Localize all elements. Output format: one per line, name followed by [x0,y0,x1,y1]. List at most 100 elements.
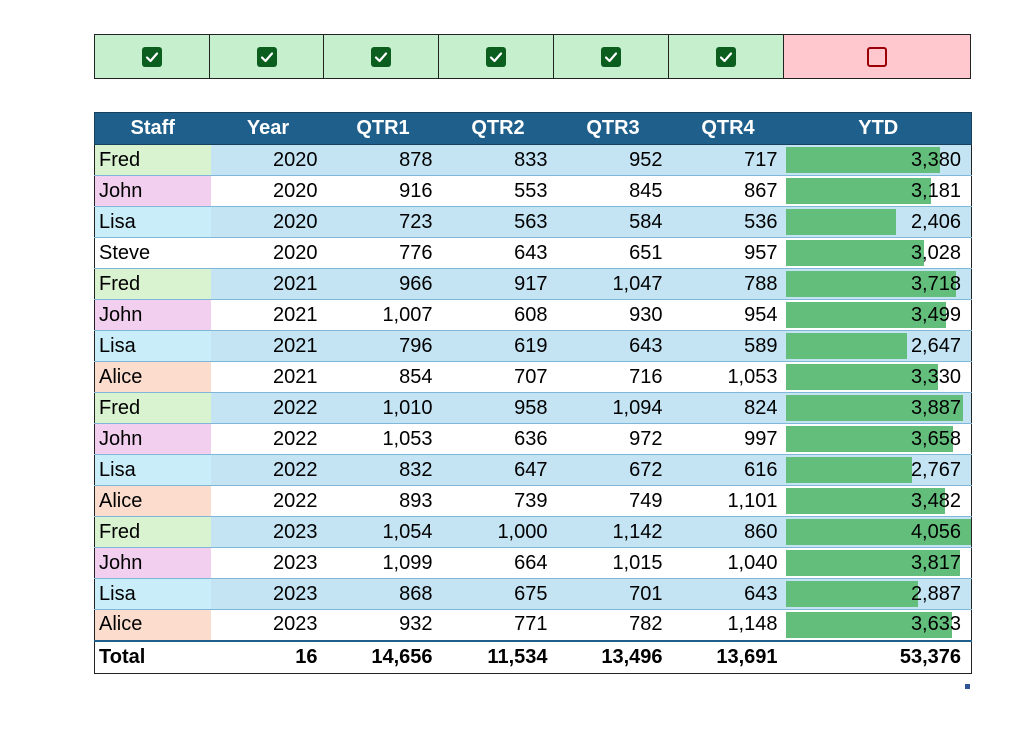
year-cell[interactable]: 2020 [210,237,326,269]
qtr4-cell[interactable]: 1,040 [670,547,786,579]
qtr2-cell[interactable]: 917 [440,268,556,300]
qtr3-cell[interactable]: 716 [555,361,671,393]
qtr2-cell[interactable]: 553 [440,175,556,207]
qtr1-cell[interactable]: 796 [325,330,441,362]
ytd-cell[interactable]: 2,647 [785,330,972,362]
total-qtr2[interactable]: 11,534 [440,639,556,673]
qtr1-cell[interactable]: 916 [325,175,441,207]
qtr2-cell[interactable]: 771 [440,609,556,641]
year-cell[interactable]: 2022 [210,454,326,486]
qtr3-cell[interactable]: 749 [555,485,671,517]
qtr4-cell[interactable]: 997 [670,423,786,455]
total-qtr4[interactable]: 13,691 [670,639,786,673]
qtr2-cell[interactable]: 664 [440,547,556,579]
year-cell[interactable]: 2021 [210,330,326,362]
qtr3-cell[interactable]: 1,094 [555,392,671,424]
ytd-cell[interactable]: 3,181 [785,175,972,207]
ytd-cell[interactable]: 4,056 [785,516,972,548]
year-cell[interactable]: 2023 [210,516,326,548]
staff-cell[interactable]: Alice [94,361,211,393]
checked-checkbox-icon[interactable] [141,46,162,67]
ytd-cell[interactable]: 3,330 [785,361,972,393]
year-cell[interactable]: 2021 [210,361,326,393]
qtr4-cell[interactable]: 1,148 [670,609,786,641]
unchecked-checkbox-icon[interactable] [867,46,888,67]
qtr1-cell[interactable]: 966 [325,268,441,300]
qtr3-cell[interactable]: 972 [555,423,671,455]
staff-cell[interactable]: Fred [94,144,211,176]
qtr3-cell[interactable]: 952 [555,144,671,176]
qtr2-cell[interactable]: 608 [440,299,556,331]
qtr4-cell[interactable]: 1,053 [670,361,786,393]
qtr2-cell[interactable]: 1,000 [440,516,556,548]
column-header-qtr2[interactable]: QTR2 [440,112,556,145]
staff-cell[interactable]: John [94,423,211,455]
ytd-cell[interactable]: 3,817 [785,547,972,579]
total-qtr1[interactable]: 14,656 [325,639,441,673]
qtr4-cell[interactable]: 536 [670,206,786,238]
staff-cell[interactable]: Fred [94,516,211,548]
column-header-year[interactable]: Year [210,112,326,145]
qtr4-cell[interactable]: 860 [670,516,786,548]
total-label[interactable]: Total [94,639,211,673]
qtr3-cell[interactable]: 643 [555,330,671,362]
qtr2-cell[interactable]: 647 [440,454,556,486]
qtr3-cell[interactable]: 672 [555,454,671,486]
year-cell[interactable]: 2020 [210,175,326,207]
year-cell[interactable]: 2020 [210,206,326,238]
qtr3-cell[interactable]: 584 [555,206,671,238]
checked-checkbox-icon[interactable] [716,46,737,67]
qtr1-cell[interactable]: 776 [325,237,441,269]
qtr2-cell[interactable]: 563 [440,206,556,238]
staff-cell[interactable]: Lisa [94,578,211,610]
year-cell[interactable]: 2021 [210,299,326,331]
qtr2-cell[interactable]: 833 [440,144,556,176]
column-header-ytd[interactable]: YTD [785,112,972,145]
ytd-cell[interactable]: 3,499 [785,299,972,331]
qtr2-cell[interactable]: 675 [440,578,556,610]
qtr4-cell[interactable]: 957 [670,237,786,269]
qtr1-cell[interactable]: 1,053 [325,423,441,455]
qtr3-cell[interactable]: 701 [555,578,671,610]
qtr1-cell[interactable]: 1,054 [325,516,441,548]
ytd-cell[interactable]: 2,887 [785,578,972,610]
staff-cell[interactable]: Fred [94,268,211,300]
qtr2-cell[interactable]: 958 [440,392,556,424]
ytd-cell[interactable]: 3,028 [785,237,972,269]
column-header-staff[interactable]: Staff [94,112,211,145]
qtr3-cell[interactable]: 1,142 [555,516,671,548]
ytd-cell[interactable]: 3,658 [785,423,972,455]
qtr4-cell[interactable]: 717 [670,144,786,176]
qtr4-cell[interactable]: 867 [670,175,786,207]
checked-checkbox-icon[interactable] [486,46,507,67]
qtr2-cell[interactable]: 636 [440,423,556,455]
qtr1-cell[interactable]: 832 [325,454,441,486]
qtr1-cell[interactable]: 1,007 [325,299,441,331]
qtr3-cell[interactable]: 845 [555,175,671,207]
ytd-cell[interactable]: 3,718 [785,268,972,300]
ytd-cell[interactable]: 2,406 [785,206,972,238]
qtr2-cell[interactable]: 739 [440,485,556,517]
column-header-qtr3[interactable]: QTR3 [555,112,671,145]
qtr4-cell[interactable]: 954 [670,299,786,331]
staff-cell[interactable]: Steve [94,237,211,269]
qtr4-cell[interactable]: 824 [670,392,786,424]
year-cell[interactable]: 2023 [210,547,326,579]
staff-cell[interactable]: John [94,299,211,331]
qtr1-cell[interactable]: 878 [325,144,441,176]
year-cell[interactable]: 2020 [210,144,326,176]
qtr1-cell[interactable]: 893 [325,485,441,517]
qtr1-cell[interactable]: 932 [325,609,441,641]
ytd-cell[interactable]: 3,482 [785,485,972,517]
staff-cell[interactable]: John [94,547,211,579]
qtr3-cell[interactable]: 651 [555,237,671,269]
qtr2-cell[interactable]: 619 [440,330,556,362]
total-qtr3[interactable]: 13,496 [555,639,671,673]
year-cell[interactable]: 2021 [210,268,326,300]
qtr2-cell[interactable]: 643 [440,237,556,269]
qtr4-cell[interactable]: 643 [670,578,786,610]
year-cell[interactable]: 2023 [210,578,326,610]
year-cell[interactable]: 2022 [210,423,326,455]
year-cell[interactable]: 2022 [210,392,326,424]
staff-cell[interactable]: John [94,175,211,207]
